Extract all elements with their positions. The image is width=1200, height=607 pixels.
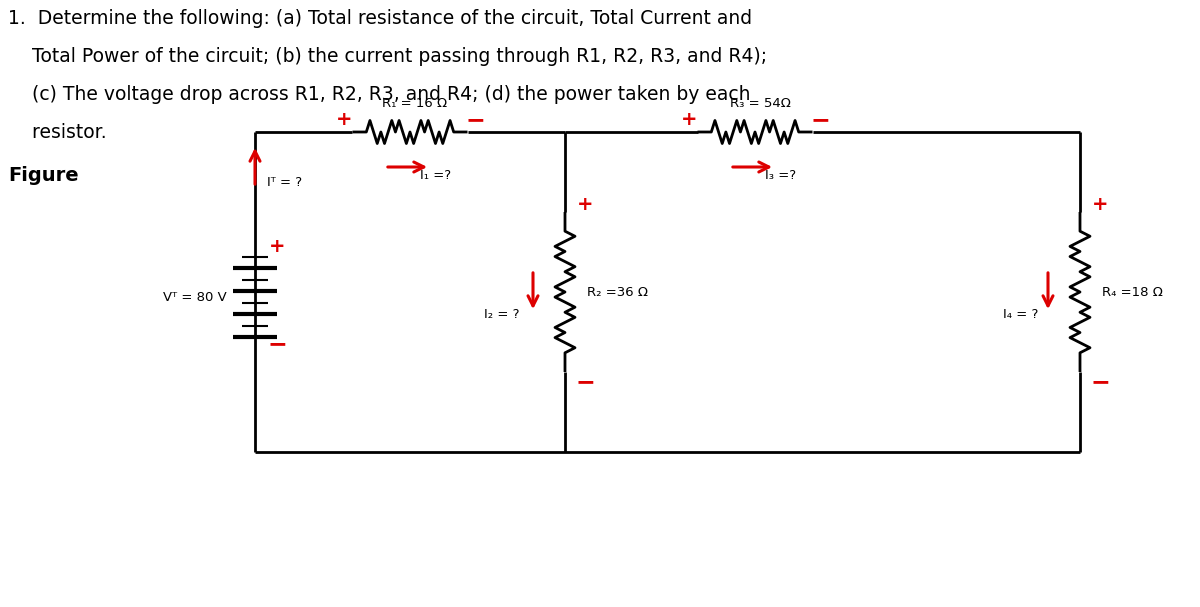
Text: −: − — [1090, 370, 1110, 394]
Text: −: − — [268, 332, 287, 356]
Text: Total Power of the circuit; (b) the current passing through R1, R2, R3, and R4);: Total Power of the circuit; (b) the curr… — [8, 47, 767, 66]
Text: R₁ = 16 Ω: R₁ = 16 Ω — [383, 97, 448, 110]
Text: I₂ = ?: I₂ = ? — [485, 308, 520, 320]
Text: +: + — [336, 109, 353, 129]
Text: 1.  Determine the following: (a) Total resistance of the circuit, Total Current : 1. Determine the following: (a) Total re… — [8, 9, 752, 28]
Text: resistor.: resistor. — [8, 123, 107, 142]
Text: +: + — [269, 237, 286, 257]
Text: R₄ =18 Ω: R₄ =18 Ω — [1102, 285, 1163, 299]
Text: −: − — [466, 108, 485, 132]
Text: (c) The voltage drop across R1, R2, R3, and R4; (d) the power taken by each: (c) The voltage drop across R1, R2, R3, … — [8, 85, 750, 104]
Text: R₃ = 54Ω: R₃ = 54Ω — [730, 97, 791, 110]
Text: +: + — [682, 109, 697, 129]
Text: +: + — [1092, 194, 1109, 214]
Text: Iᵀ = ?: Iᵀ = ? — [266, 175, 302, 189]
Text: +: + — [577, 194, 593, 214]
Text: I₁ =?: I₁ =? — [420, 169, 451, 182]
Text: Figure: Figure — [8, 166, 79, 185]
Text: R₂ =36 Ω: R₂ =36 Ω — [587, 285, 648, 299]
Text: I₃ =?: I₃ =? — [766, 169, 796, 182]
Text: Vᵀ = 80 V: Vᵀ = 80 V — [163, 291, 227, 304]
Text: −: − — [575, 370, 595, 394]
Text: −: − — [811, 108, 830, 132]
Text: I₄ = ?: I₄ = ? — [1003, 308, 1038, 320]
